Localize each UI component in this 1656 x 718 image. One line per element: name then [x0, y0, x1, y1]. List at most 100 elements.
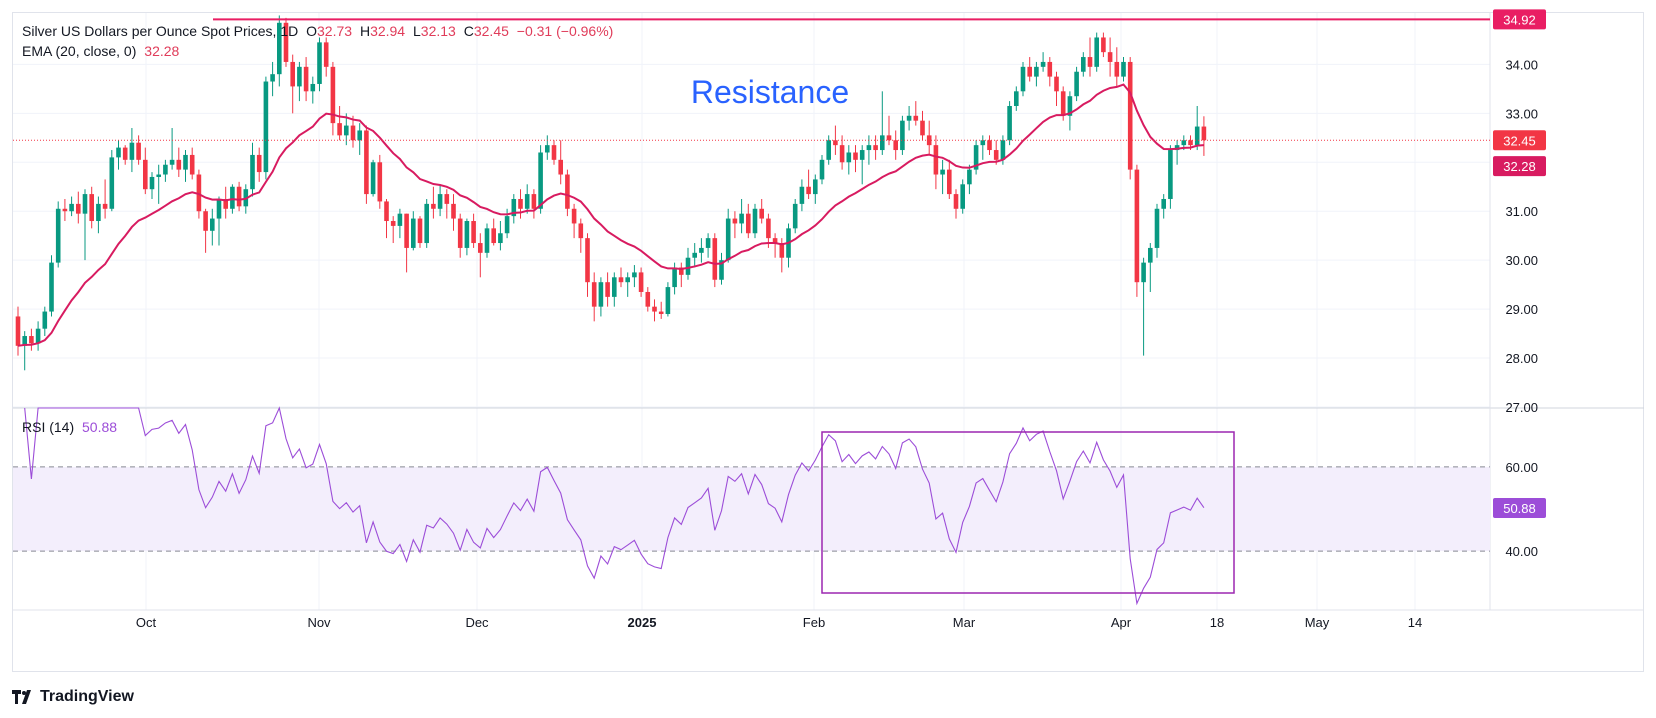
- candle-body: [1107, 52, 1113, 62]
- candle-body: [779, 243, 785, 258]
- candle-body: [880, 135, 885, 151]
- candle-body: [270, 74, 275, 82]
- candle-body: [685, 257, 691, 275]
- rsi-band: [13, 466, 1490, 552]
- candle-body: [350, 125, 356, 141]
- candle-body: [484, 228, 490, 253]
- candle-body: [1134, 169, 1140, 283]
- candle-body: [1054, 76, 1059, 92]
- ema-price-badge-bg: [1493, 156, 1546, 177]
- candle-body: [1060, 91, 1066, 116]
- price-tick-label: 31.00: [1505, 204, 1538, 219]
- candle-body: [799, 186, 805, 204]
- candle-body: [464, 221, 470, 248]
- candle-body: [364, 130, 369, 195]
- candle-body: [545, 145, 550, 153]
- time-tick-label: Nov: [307, 615, 331, 630]
- candle-body: [22, 336, 27, 346]
- candle-body: [451, 203, 456, 219]
- ema-legend: EMA (20, close, 0) 32.28: [22, 43, 179, 59]
- candle-body: [1020, 66, 1026, 92]
- candle-body: [129, 142, 135, 160]
- candle-body: [853, 152, 858, 160]
- candle-body: [156, 174, 161, 177]
- candle-body: [913, 115, 919, 121]
- candle-body: [384, 201, 389, 222]
- candle-body: [116, 147, 121, 158]
- candle-body: [826, 140, 831, 160]
- candle-body: [1014, 91, 1019, 106]
- rsi-last-badge-bg: [1493, 498, 1546, 518]
- rsi-last-badge: 50.88: [1493, 498, 1546, 518]
- candle-body: [652, 306, 657, 312]
- candle-body: [625, 277, 630, 283]
- candle-body: [565, 174, 570, 209]
- candle-body: [337, 123, 342, 136]
- candle-body: [344, 125, 349, 136]
- ema-price-badge: 32.28: [1493, 156, 1546, 177]
- low-value: 32.13: [420, 23, 456, 39]
- price-tick-label: 33.00: [1505, 106, 1538, 121]
- candlestick-series: [15, 15, 1207, 371]
- candle-body: [585, 238, 590, 283]
- candle-body: [223, 198, 228, 209]
- candle-body: [819, 159, 825, 180]
- time-tick-label: May: [1305, 615, 1330, 630]
- candle-body: [538, 152, 543, 209]
- candle-body: [1181, 140, 1187, 146]
- candle-body: [712, 238, 718, 280]
- candle-body: [531, 194, 537, 209]
- candle-body: [1007, 105, 1012, 141]
- candle-body: [457, 218, 463, 248]
- tradingview-logo[interactable]: TradingView: [12, 688, 134, 706]
- candle-body: [256, 154, 262, 173]
- candle-body: [357, 130, 362, 141]
- high-label: H: [359, 23, 371, 39]
- candle-body: [96, 203, 101, 222]
- price-tick-label: 29.00: [1505, 302, 1538, 317]
- candle-body: [873, 145, 878, 151]
- rsi-value: 50.88: [82, 419, 118, 435]
- candle-body: [699, 247, 704, 253]
- candle-body: [906, 115, 912, 121]
- candle-body: [163, 164, 168, 175]
- candle-body: [692, 252, 697, 258]
- time-tick-label: Feb: [803, 615, 825, 630]
- candle-body: [277, 22, 282, 75]
- rsi-tick-label: 60.00: [1505, 460, 1538, 475]
- candle-body: [263, 81, 269, 173]
- candle-body: [431, 203, 436, 209]
- candle-body: [632, 272, 637, 278]
- candle-body: [1127, 61, 1133, 170]
- candle-body: [424, 203, 429, 244]
- open-value: 32.73: [317, 23, 353, 39]
- candle-body: [518, 198, 523, 209]
- candle-body: [189, 154, 195, 175]
- candle-body: [766, 218, 771, 239]
- candle-body: [55, 208, 61, 263]
- candle-body: [551, 145, 557, 160]
- candle-body: [558, 159, 563, 175]
- time-tick-label: Dec: [465, 615, 489, 630]
- time-tick-label: Mar: [953, 615, 976, 630]
- candle-body: [900, 120, 905, 151]
- rsi-tick-label: 40.00: [1505, 544, 1538, 559]
- candle-body: [82, 194, 88, 214]
- candle-body: [498, 233, 503, 244]
- ema-line: [17, 83, 1204, 347]
- candle-body: [89, 194, 94, 222]
- candle-body: [1101, 37, 1106, 53]
- candle-body: [813, 179, 818, 195]
- candle-body: [310, 83, 316, 92]
- candle-body: [317, 42, 322, 84]
- candle-body: [839, 145, 845, 163]
- candle-body: [437, 194, 443, 209]
- time-tick-label: Oct: [136, 615, 157, 630]
- candle-body: [759, 208, 764, 219]
- candle-body: [1194, 126, 1200, 146]
- candle-body: [109, 157, 115, 209]
- resistance-price-badge-bg: [1493, 9, 1546, 30]
- candle-body: [29, 336, 34, 344]
- candle-body: [1047, 61, 1053, 77]
